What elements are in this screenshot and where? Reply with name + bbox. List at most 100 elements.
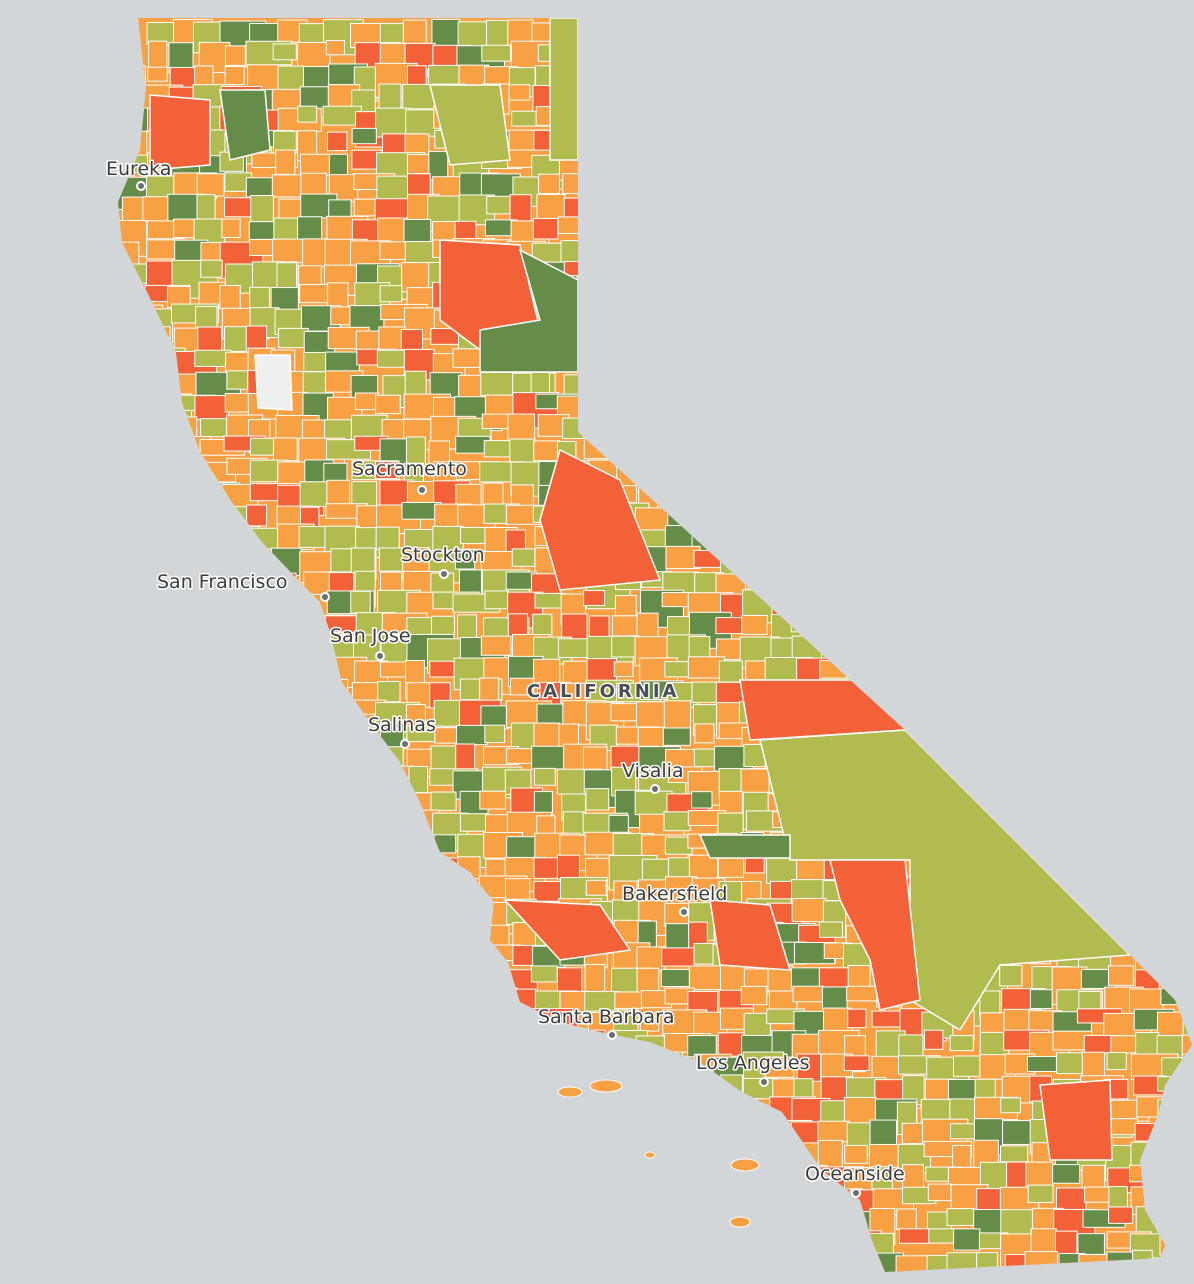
district [791,330,824,363]
district [511,548,536,567]
district [613,1208,652,1228]
district [1077,812,1107,836]
district [146,1206,169,1227]
district [171,1142,201,1173]
district [1076,84,1106,105]
district [1028,216,1063,247]
district [822,505,865,535]
district [120,1011,149,1030]
district [272,437,298,462]
district [1134,637,1175,664]
district [1185,964,1192,983]
district [1003,1274,1044,1284]
district [193,1206,236,1228]
labels: CALIFORNIA Eureka Sacramento Stockton Sa… [105,157,906,1198]
district [248,854,273,872]
district [924,1029,944,1050]
district [693,18,734,40]
district [871,44,893,76]
district [1004,527,1028,546]
district [355,945,383,971]
district [1006,633,1049,656]
district [118,924,163,955]
district [508,1252,542,1272]
city-dot [320,592,330,602]
district [843,505,877,538]
district [329,836,377,867]
district [849,1253,871,1272]
district [277,680,316,701]
district [895,590,918,616]
district [716,303,759,335]
district [739,149,762,175]
district [458,1273,499,1284]
district [272,43,297,61]
district [428,151,449,181]
district [742,506,769,543]
district [246,1075,288,1094]
district [219,89,271,161]
district [427,876,461,909]
district [1001,176,1026,212]
district [1029,241,1079,262]
district [716,133,737,160]
district [816,1231,861,1255]
district [1084,284,1133,322]
district [378,83,402,111]
district [688,325,722,362]
city-label: Oceanside [805,1163,905,1185]
district [589,195,622,231]
district [664,1250,702,1272]
district [197,593,239,611]
district [483,440,512,458]
district [1079,261,1108,291]
district [616,1099,647,1118]
district [140,1073,169,1094]
district [457,1119,483,1141]
district [686,1161,713,1186]
district [872,485,900,515]
district [511,1034,536,1068]
district [1031,569,1060,598]
district [301,1140,341,1166]
district [589,1100,613,1117]
district [1077,570,1109,610]
district [1057,419,1093,456]
district [120,482,149,502]
lake [254,354,293,411]
district [225,1145,258,1184]
district [325,853,348,881]
district [1030,593,1054,611]
district [585,63,631,95]
district [608,64,632,84]
district [899,483,931,517]
district [1000,460,1022,490]
district [1000,1097,1021,1114]
district [1054,770,1077,798]
district [147,1053,167,1082]
district [118,834,146,858]
district [1077,393,1116,431]
district [504,1185,535,1224]
district [822,568,849,606]
district [765,484,797,524]
district [1078,615,1105,645]
district [975,746,1004,762]
district [1129,788,1167,805]
district [998,152,1021,171]
district [1104,568,1126,592]
district [740,307,774,337]
district [662,62,708,84]
district [1131,18,1159,49]
district [845,658,881,676]
district [172,1164,195,1191]
district [766,216,810,248]
district [689,264,735,298]
district [1161,1120,1185,1138]
district [640,1096,672,1133]
district [1183,504,1192,531]
district [199,810,220,845]
district [482,1073,530,1104]
district [713,437,759,465]
district [196,987,230,1005]
